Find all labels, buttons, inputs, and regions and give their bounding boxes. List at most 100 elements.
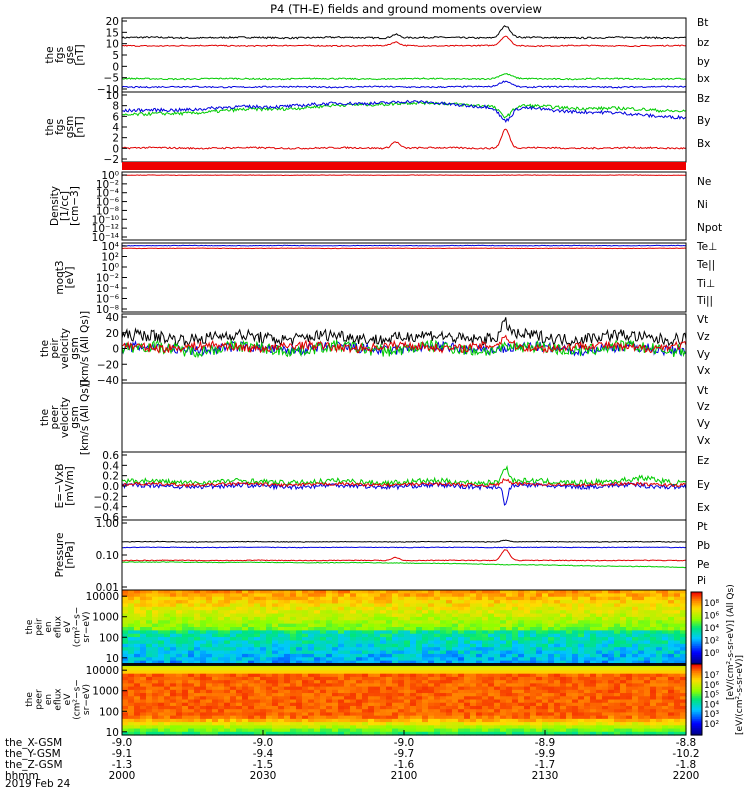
spectro-cell: [128, 702, 135, 707]
spectro-cell: [320, 722, 327, 726]
spectro-cell: [632, 722, 639, 726]
spectro-cell: [632, 590, 639, 594]
spectro-cell: [362, 650, 369, 655]
spectro-cell: [374, 699, 381, 704]
spectro-cell: [140, 683, 147, 688]
spectro-cell: [590, 606, 597, 611]
y-tick-label: 0.4: [102, 460, 119, 472]
spectro-cell: [572, 699, 579, 704]
spectro-cell: [236, 593, 243, 598]
spectro-cell: [272, 637, 279, 642]
spectro-cell: [554, 627, 561, 631]
spectro-cell: [230, 596, 237, 601]
spectro-cell: [500, 673, 507, 678]
spectro-cell: [362, 600, 369, 605]
spectro-cell: [146, 620, 153, 625]
colorbar-cell: [691, 597, 702, 600]
spectro-cell: [248, 709, 255, 714]
spectro-cell: [590, 603, 597, 608]
spectro-cell: [266, 712, 273, 717]
spectro-cell: [254, 643, 261, 648]
spectro-cell: [230, 620, 237, 625]
spectro-cell: [326, 693, 333, 697]
spectro-cell: [212, 731, 219, 736]
spectro-cell: [152, 643, 159, 648]
spectro-cell: [266, 670, 273, 675]
spectro-cell: [650, 676, 657, 681]
spectro-cell: [374, 715, 381, 720]
spectro-cell: [638, 653, 645, 658]
spectro-cell: [164, 647, 171, 652]
spectro-cell: [164, 699, 171, 704]
spectro-cell: [146, 683, 153, 688]
spectro-cell: [614, 590, 621, 594]
spectro-cell: [380, 606, 387, 611]
colorbar-cell: [691, 699, 702, 702]
spectro-cell: [254, 689, 261, 694]
spectro-cell: [266, 600, 273, 605]
spectro-cell: [128, 686, 135, 691]
spectro-cell: [218, 709, 225, 714]
spectro-cell: [668, 650, 675, 655]
spectro-cell: [308, 640, 315, 645]
spectro-cell: [254, 673, 261, 678]
spectro-cell: [314, 673, 321, 678]
spectro-cell: [590, 731, 597, 736]
spectro-cell: [194, 689, 201, 694]
spectro-cell: [512, 657, 519, 662]
spectro-cell: [176, 620, 183, 625]
spectro-cell: [410, 610, 417, 615]
spectro-cell: [620, 725, 627, 730]
y-tick-label: 1.00: [96, 518, 119, 530]
spectro-cell: [680, 683, 687, 688]
spectro-cell: [248, 627, 255, 631]
spectro-cell: [146, 603, 153, 608]
spectro-cell: [470, 715, 477, 720]
spectro-cell: [452, 640, 459, 645]
spectro-cell: [680, 650, 687, 655]
spectro-cell: [674, 660, 681, 665]
spectro-cell: [302, 620, 309, 625]
spectro-cell: [212, 709, 219, 714]
spectro-cell: [320, 676, 327, 681]
spectro-cell: [218, 643, 225, 648]
spectro-cell: [236, 709, 243, 714]
spectro-cell: [512, 725, 519, 730]
spectro-cell: [644, 725, 651, 730]
spectro-cell: [176, 676, 183, 681]
spectro-cell: [290, 722, 297, 726]
spectro-cell: [398, 680, 405, 684]
spectro-cell: [134, 673, 141, 678]
y-axis-label-line: the: [39, 409, 51, 426]
spectro-cell: [230, 673, 237, 678]
spectro-cell: [674, 715, 681, 720]
spectro-cell: [152, 715, 159, 720]
spectro-cell: [614, 718, 621, 723]
spectro-cell: [536, 728, 543, 733]
spectro-cell: [506, 705, 513, 710]
spectro-cell: [530, 590, 537, 594]
spectro-cell: [578, 718, 585, 723]
spectro-cell: [140, 718, 147, 723]
spectro-cell: [404, 613, 411, 618]
spectro-cell: [152, 596, 159, 601]
spectro-cell: [284, 725, 291, 730]
spectro-cell: [350, 660, 357, 665]
spectro-cell: [554, 647, 561, 652]
spectro-cell: [644, 590, 651, 594]
spectro-cell: [512, 640, 519, 645]
spectro-cell: [512, 637, 519, 642]
spectro-cell: [326, 715, 333, 720]
y-axis-label-line: [nT]: [74, 44, 86, 65]
spectro-cell: [242, 627, 249, 631]
spectro-cell: [314, 676, 321, 681]
spectro-cell: [188, 718, 195, 723]
spectro-cell: [350, 725, 357, 730]
spectro-cell: [446, 603, 453, 608]
spectro-cell: [176, 603, 183, 608]
spectro-cell: [254, 709, 261, 714]
spectro-cell: [386, 620, 393, 625]
spectro-cell: [440, 637, 447, 642]
spectro-cell: [278, 689, 285, 694]
colorbar-cell: [691, 595, 702, 598]
